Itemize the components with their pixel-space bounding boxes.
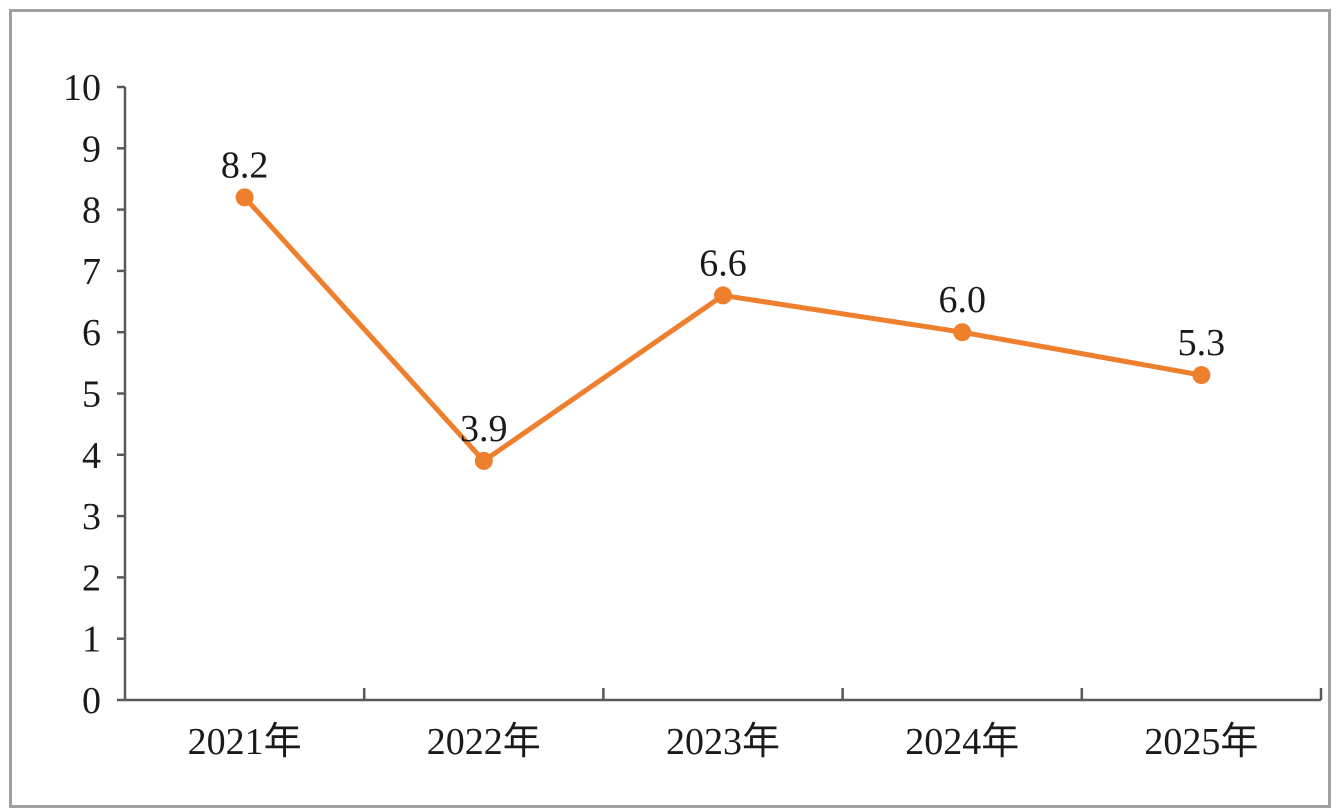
- data-point: [714, 286, 732, 305]
- axes: [117, 85, 1323, 702]
- y-axis-tick-label: 9: [82, 128, 101, 170]
- x-axis-category-label: 2022年: [427, 721, 541, 763]
- x-axis-category-label: 2024年: [905, 721, 1019, 763]
- y-axis-tick-label: 6: [82, 312, 101, 354]
- y-axis-tick-label: 3: [82, 496, 101, 538]
- data-label: 6.6: [699, 242, 747, 284]
- y-axis-tick-label: 10: [63, 67, 101, 109]
- data-point: [474, 451, 493, 470]
- series-line-layer: [242, 194, 1204, 464]
- x-axis-category-label: 2021年: [188, 721, 302, 763]
- y-axis-tick-labels: 0 1 2 3 4 5 6 7 8 9 10: [63, 67, 101, 722]
- data-point: [235, 188, 254, 207]
- x-axis-category-label: 2023年: [666, 721, 780, 763]
- data-label-layer: 8.2 3.9 6.6 6.0 5.3: [221, 144, 1225, 450]
- y-axis-tick-label: 8: [82, 190, 101, 232]
- data-label: 3.9: [460, 408, 508, 450]
- y-axis-tick-label: 1: [82, 619, 101, 661]
- data-label: 5.3: [1178, 322, 1226, 364]
- y-axis-tick-label: 5: [82, 374, 101, 416]
- series-line: [242, 194, 1204, 464]
- y-axis-tick-label: 4: [82, 435, 101, 477]
- series-point-layer: [235, 188, 1211, 470]
- data-point: [953, 323, 972, 342]
- x-axis-category-label: 2025年: [1144, 721, 1258, 763]
- data-point: [1192, 366, 1211, 385]
- x-axis-tick-labels: 2021年 2022年 2023年 2024年 2025年: [188, 721, 1259, 763]
- y-axis-tick-label: 7: [82, 251, 101, 293]
- y-axis-tick-label: 2: [82, 557, 101, 599]
- chart-frame: [9, 9, 1331, 808]
- data-label: 8.2: [221, 144, 269, 186]
- data-label: 6.0: [938, 279, 986, 321]
- y-axis-tick-label: 0: [82, 680, 101, 722]
